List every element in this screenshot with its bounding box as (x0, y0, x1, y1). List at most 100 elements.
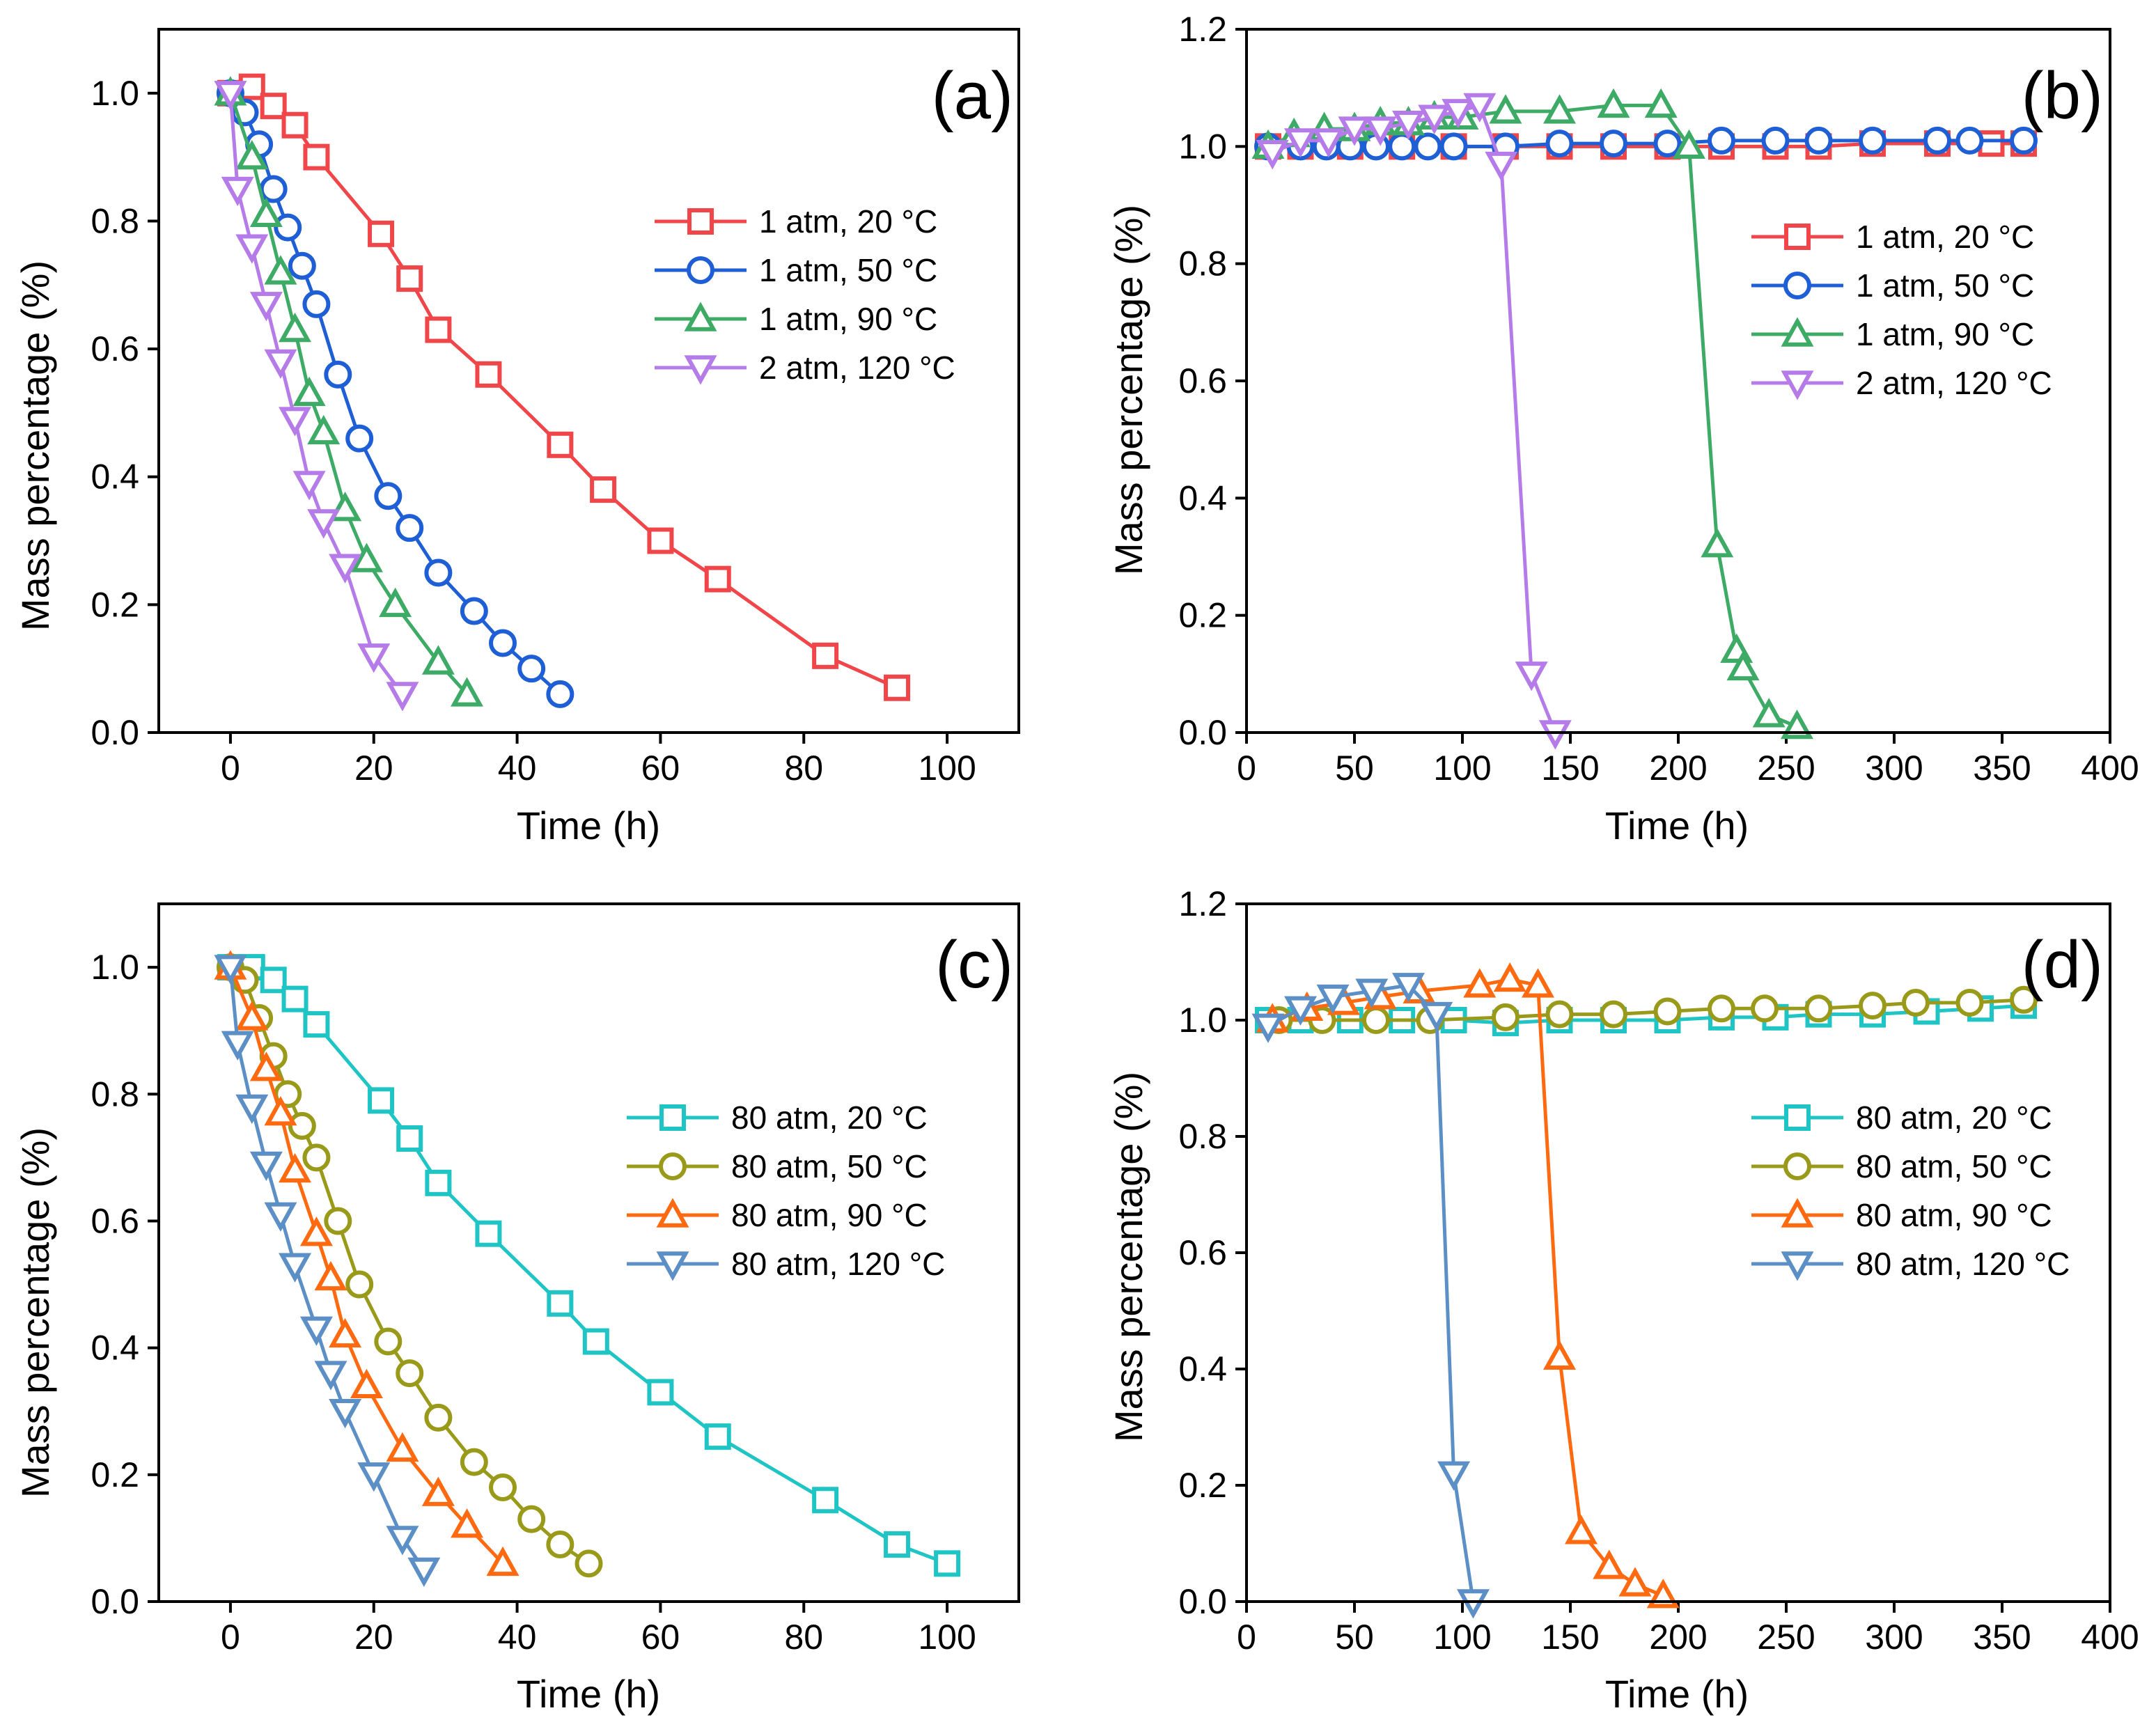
panel-d-x-tick-label: 100 (1433, 1618, 1491, 1657)
panel-a-series-1-point (704, 565, 731, 593)
panel-d-x-axis-title: Time (h) (1605, 1672, 1749, 1716)
panel-c-series-4-point (264, 1202, 297, 1232)
panel-a-y-tick-label: 1.0 (91, 74, 139, 113)
panel-a-y-tick-label: 0.4 (91, 457, 139, 496)
panel-a-legend-swatch-marker (687, 208, 714, 235)
panel-d-x-tick-label: 0 (1237, 1618, 1256, 1657)
panel-a-series-2-point (324, 360, 352, 389)
panel-a-x-tick-label: 80 (784, 749, 823, 788)
panel-c-series-1-point (934, 1550, 961, 1577)
panel-a-x-tick-label: 100 (918, 749, 976, 788)
panel-c-series-1-point (425, 1169, 452, 1196)
panel-a-x-tick-label: 60 (641, 749, 680, 788)
panel-c-legend-swatch-marker (659, 1104, 686, 1131)
panel-b-legend-swatch-marker (1781, 370, 1814, 400)
panel-d-x-tick-label: 150 (1541, 1618, 1599, 1657)
panel-a-series-4-point (292, 471, 326, 501)
panel-b-series-2-point (2010, 126, 2038, 155)
panel-c: 0 20 40 60 80 100 0.0 0.2 0.4 0.6 0.8 1.0 (c) Time … (13, 902, 1020, 1716)
panel-a-series-2-point (396, 514, 424, 542)
panel-d-series-2-point (1653, 997, 1682, 1026)
panel-a-series-4-point (235, 234, 269, 264)
panel-d-series-2-point (1751, 994, 1779, 1023)
panel-d-legend-label-3: 80 atm, 90 °C (1856, 1197, 2052, 1233)
panel-b-series-4-point (1338, 116, 1371, 146)
panel-b-series-4-point (1256, 140, 1289, 170)
panel-d-series-2-point (1902, 988, 1930, 1017)
panel-a-series-3-point (307, 414, 341, 445)
panel-b-x-tick-label: 200 (1649, 749, 1707, 788)
panel-d-series-4-point (1316, 984, 1350, 1015)
panel-d-legend-swatch-marker (1781, 1198, 1814, 1228)
panel-c-series-2-point (575, 1549, 603, 1578)
panel-b-legend-swatch-marker (1783, 272, 1811, 299)
panel-b-legend-swatch-marker (1781, 317, 1814, 347)
panel-c-series-4-point (386, 1526, 419, 1556)
panel-d-series-4-point (1284, 996, 1317, 1026)
panel-d-series-3-point (1593, 1549, 1626, 1579)
panel-d-y-tick-label: 0.6 (1178, 1233, 1227, 1272)
panel-c-y-tick-label: 0.2 (91, 1455, 139, 1494)
panel-b-series-4-point (1515, 662, 1548, 691)
panel-a-x-tick-label: 20 (354, 749, 393, 788)
panel-b-series-2-point (1859, 126, 1886, 155)
panel-b-legend-label-1: 1 atm, 20 °C (1856, 219, 2034, 255)
panel-d-y-tick-label: 1.2 (1178, 884, 1227, 923)
panel-c-series-1-point (582, 1328, 609, 1355)
panel-c-x-tick-label: 60 (641, 1618, 680, 1657)
panel-b-series-2-point (1545, 130, 1574, 158)
panel-a-series-4-point (279, 407, 312, 437)
panel-c-series-1-point (547, 1290, 574, 1317)
panel-a-series-1-point (884, 674, 911, 701)
panel-d-series-3-point (1618, 1567, 1652, 1597)
panel-d-y-tick-label: 0.8 (1178, 1117, 1227, 1156)
panel-a-plot-area: 0 20 40 60 80 100 0.0 0.2 0.4 0.6 0.8 1.0 (91, 28, 1020, 788)
panel-c-series-1-point (704, 1423, 731, 1450)
panel-c-series-3-point (486, 1546, 520, 1577)
panel-d-legend-swatch-marker (1784, 1104, 1811, 1131)
panel-c-series-2-point (302, 1143, 331, 1172)
panel-c-series-2-point (324, 1207, 352, 1235)
panel-c-y-tick-label: 0.8 (91, 1074, 139, 1113)
panel-a-series-1-point (368, 220, 395, 247)
panel-d-y-axis-title: Mass percentage (%) (1107, 1072, 1150, 1442)
panel-c-series-3-point (264, 1096, 297, 1126)
panel-a-series-1-point (547, 431, 574, 458)
panel-c-legend: 80 atm, 20 °C 80 atm, 50 °C 80 atm, 90 °… (627, 1100, 945, 1282)
panel-c-series-4-point (279, 1253, 312, 1283)
panel-b-series-3-point (1701, 528, 1734, 558)
panel-c-label: (c) (935, 928, 1013, 1002)
panel-a-series-1-point (396, 265, 423, 292)
panel-d-plot-area: 0 50 100 150 200 250 300 350 400 0.0 0.2 0.4 0.6 0.8 1… (1178, 884, 2139, 1657)
panel-c-series-1-point (884, 1531, 911, 1558)
panel-a-series-3-point (279, 312, 312, 343)
panel-c-series-4-point (314, 1361, 347, 1391)
panel-b-series-4-point (1392, 110, 1425, 141)
panel-c-series-1-point (303, 1011, 330, 1038)
panel-a-series-3-point (421, 645, 455, 675)
panel-b-y-axis-title: Mass percentage (%) (1107, 205, 1150, 575)
panel-d-legend-label-2: 80 atm, 50 °C (1856, 1148, 2052, 1184)
panel-c-series-4-point (329, 1399, 362, 1429)
panel-b-series-2-point (1600, 130, 1627, 158)
panel-c-series-3-point (314, 1260, 347, 1291)
panel-b-series-3-point (1752, 698, 1786, 728)
panel-c-series-3-point (329, 1317, 362, 1348)
panel-c-series-4-point (214, 955, 247, 985)
panel-c-series-4-point (249, 1151, 283, 1182)
panel-a-y-tick-label: 0.2 (91, 585, 139, 624)
panel-a-series-3-point (264, 255, 297, 285)
panel-c-x-tick-label: 20 (354, 1618, 393, 1657)
panel-a-y-axis-title: Mass percentage (%) (13, 260, 57, 631)
panel-d-series-4-point (1392, 973, 1425, 1003)
panel-a-series-3-point (329, 492, 362, 522)
panel-d-series-3-point (1493, 962, 1526, 992)
panel-b-series-2-point (1439, 132, 1468, 161)
panel-b-y-tick-label: 0.8 (1178, 244, 1227, 283)
panel-a-series-1-point (425, 316, 452, 343)
panel-a-series-2-point (274, 213, 302, 242)
panel-d-series-2-point (1600, 1000, 1627, 1028)
panel-a-x-tick-label: 0 (221, 749, 240, 788)
panel-c-y-tick-label: 1.0 (91, 948, 139, 987)
panel-d-x-tick-label: 250 (1757, 1618, 1815, 1657)
